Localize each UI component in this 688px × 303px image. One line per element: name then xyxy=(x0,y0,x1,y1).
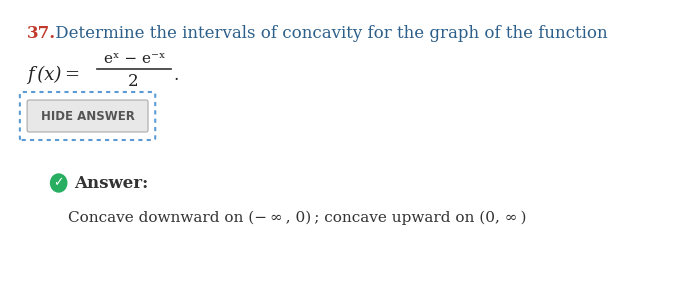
Text: Answer:: Answer: xyxy=(74,175,148,191)
FancyBboxPatch shape xyxy=(27,100,148,132)
Text: f (x) =: f (x) = xyxy=(27,66,80,84)
Text: 2: 2 xyxy=(128,72,139,89)
Text: .: . xyxy=(173,66,179,84)
Text: 37.: 37. xyxy=(27,25,56,42)
Text: Concave downward on (− ∞ , 0) ; concave upward on (0, ∞ ): Concave downward on (− ∞ , 0) ; concave … xyxy=(67,211,526,225)
Text: Determine the intervals of concavity for the graph of the function: Determine the intervals of concavity for… xyxy=(50,25,608,42)
Text: HIDE ANSWER: HIDE ANSWER xyxy=(41,109,134,122)
Text: ✓: ✓ xyxy=(54,177,64,189)
Text: eˣ − e⁻ˣ: eˣ − e⁻ˣ xyxy=(104,52,165,66)
Circle shape xyxy=(50,174,67,192)
